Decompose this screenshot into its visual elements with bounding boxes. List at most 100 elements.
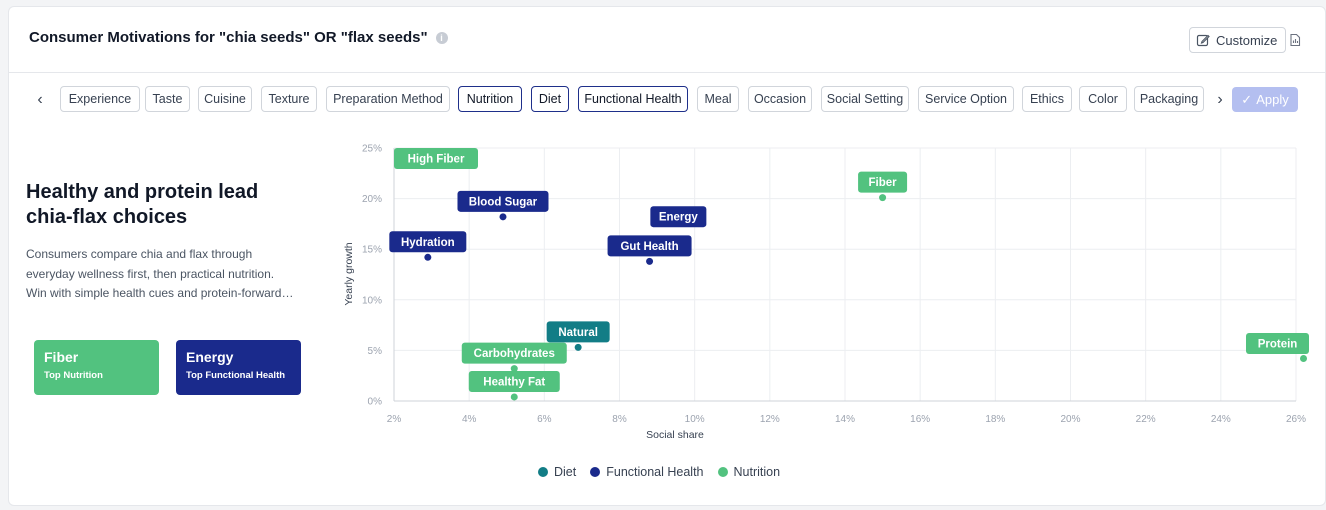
filter-chip-nutrition[interactable]: Nutrition [458,86,522,112]
stat-card-functional-health: Energy Top Functional Health [176,340,301,395]
headline-line-2: chia-flax choices [26,206,188,228]
point-label-bg [457,190,549,212]
filter-chip-occasion[interactable]: Occasion [748,86,812,112]
filter-bar: ‹ Experience Taste Cuisine Texture Preparati… [0,86,1326,114]
filter-chip-ethics[interactable]: Ethics [1022,86,1072,112]
filter-chip-label: Meal [704,92,732,106]
filter-chip-texture[interactable]: Texture [261,86,317,112]
filter-chip-meal[interactable]: Meal [697,86,739,112]
y-tick-label: 20% [362,194,382,205]
point-healthy-fat[interactable] [510,393,518,401]
check-icon: ✓ [1241,91,1253,107]
point-natural[interactable] [574,343,582,351]
stat-value: Fiber [44,349,79,365]
filter-chip-taste[interactable]: Taste [145,86,190,112]
legend-item-nutrition[interactable]: Nutrition [717,465,781,479]
chevron-right-icon[interactable]: › [1217,91,1223,108]
filter-chip-label: Nutrition [466,92,514,106]
filter-chip-cuisine[interactable]: Cuisine [198,86,252,112]
x-tick-label: 12% [760,414,780,425]
point-carbohydrates[interactable] [510,365,518,373]
x-tick-label: 8% [612,414,627,425]
point-gut-health[interactable] [646,257,654,265]
chart-legend: Diet Functional Health Nutrition [538,465,780,479]
x-tick-label: 2% [387,414,402,425]
chevron-left-icon[interactable]: ‹ [37,91,43,108]
filter-chip-label: Occasion [753,92,807,106]
card-title-text: Consumer Motivations for "chia seeds" OR… [29,29,428,46]
legend-dot-icon [538,467,548,477]
apply-button[interactable]: ✓ Apply [1232,87,1298,112]
filter-chip-label: Diet [538,92,562,106]
filter-chip-label: Service Option [925,92,1007,106]
headline-line-1: Healthy and protein lead [26,181,259,203]
y-tick-label: 0% [368,397,383,408]
point-label: Gut Health [620,241,678,253]
point-blood-sugar[interactable] [499,213,507,221]
card-header: Consumer Motivations for "chia seeds" OR… [9,7,1325,73]
card-title: Consumer Motivations for "chia seeds" OR… [29,29,448,46]
filter-chip-color[interactable]: Color [1079,86,1127,112]
legend-label: Diet [554,465,577,479]
filter-chip-label: Texture [268,92,310,106]
y-axis-label: Yearly growth [343,242,355,305]
filter-chip-social-setting[interactable]: Social Setting [821,86,909,112]
filter-chip-label: Cuisine [204,92,246,106]
point-protein[interactable] [1300,354,1308,362]
point-label-bg [858,171,908,193]
point-hydration[interactable] [424,253,432,261]
point-label-bg [394,148,478,169]
x-tick-label: 22% [1136,414,1156,425]
point-label: Natural [558,327,598,339]
filter-chip-label: Ethics [1029,92,1065,106]
y-tick-label: 5% [368,346,383,357]
filter-chip-functional-health[interactable]: Functional Health [578,86,688,112]
legend-dot-icon [717,467,728,477]
point-label: Energy [659,212,699,224]
point-label-bg [389,231,467,253]
point-label: Fiber [869,177,898,189]
x-tick-label: 10% [685,414,705,425]
point-label: Blood Sugar [469,196,538,208]
point-label-bg [468,370,560,392]
export-icon[interactable] [1287,32,1303,48]
x-tick-label: 6% [537,414,552,425]
point-fiber[interactable] [879,194,887,202]
legend-item-diet[interactable]: Diet [538,465,576,479]
legend-label: Nutrition [733,465,781,479]
x-tick-label: 18% [985,414,1005,425]
point-label: Hydration [401,237,455,249]
filter-chip-label: Social Setting [826,92,904,106]
filter-chip-packaging[interactable]: Packaging [1134,86,1204,112]
filter-chip-service-option[interactable]: Service Option [918,86,1014,112]
x-axis-label: Social share [646,429,704,441]
filter-chip-label: Taste [152,92,183,106]
point-label: Carbohydrates [474,348,555,360]
stat-value: Energy [186,349,234,365]
point-label-bg [546,321,610,343]
filter-chip-preparation-method[interactable]: Preparation Method [326,86,450,112]
x-tick-label: 4% [462,414,477,425]
customize-button[interactable]: Customize [1189,27,1287,53]
apply-label: Apply [1256,92,1289,107]
filter-chip-label: Packaging [1139,92,1199,106]
stat-card-nutrition: Fiber Top Nutrition [34,340,159,395]
filter-chip-diet[interactable]: Diet [531,86,569,112]
x-tick-label: 16% [910,414,930,425]
legend-dot-icon [590,467,601,477]
legend-item-functional-health[interactable]: Functional Health [590,465,704,479]
filter-chip-label: Color [1088,92,1118,106]
customize-label: Customize [1216,32,1278,48]
stat-sub: Top Functional Health [186,370,286,381]
insight-headline: Healthy and protein lead chia-flax choic… [26,180,316,230]
x-tick-label: 24% [1211,414,1231,425]
legend-label: Functional Health [606,465,704,479]
y-tick-label: 15% [362,245,382,256]
x-tick-label: 26% [1286,414,1306,425]
info-icon[interactable]: i [435,31,448,44]
point-label-bg [1246,333,1309,354]
filter-chip-experience[interactable]: Experience [60,86,140,112]
scatter-chart: 2% 4% 6% 8% 10% 12% 14% 16% 18% 20% 22% 24% 26% 0% 5% 1… [343,144,1309,441]
y-tick-label: 25% [362,144,382,155]
x-tick-label: 20% [1060,414,1080,425]
